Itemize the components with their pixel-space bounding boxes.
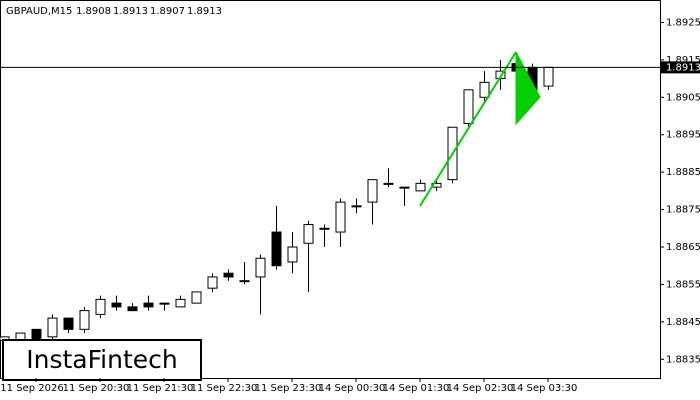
x-tick-label: 11 Sep 20:30 <box>63 383 130 394</box>
x-tick-label: 14 Sep 02:30 <box>447 383 514 394</box>
y-tick-label: 1.8865 <box>666 242 700 253</box>
y-tick-label: 1.8855 <box>666 279 700 290</box>
candle-body <box>111 302 122 308</box>
x-tick-label: 14 Sep 01:30 <box>383 383 450 394</box>
x-tick-label: 11 Sep 2026 <box>0 383 63 394</box>
plot <box>0 56 554 349</box>
y-tick-label: 1.8915 <box>666 55 700 66</box>
watermark-box <box>2 339 202 381</box>
y-tick-label: 1.8875 <box>666 205 700 216</box>
candle-body <box>31 328 42 342</box>
candle-body <box>543 66 554 87</box>
candle-body <box>63 317 74 330</box>
candle-body <box>191 291 202 304</box>
candle-body <box>399 186 410 189</box>
x-tick-label: 14 Sep 00:30 <box>319 383 386 394</box>
x-tick-label: 11 Sep 23:30 <box>255 383 322 394</box>
candle-body <box>319 227 330 230</box>
candle-body <box>287 246 298 263</box>
y-tick-label: 1.8835 <box>666 354 700 365</box>
y-tick-label: 1.8895 <box>666 130 700 141</box>
candle-body <box>207 276 218 289</box>
y-tick-label: 1.8905 <box>666 92 700 103</box>
candle-body <box>479 81 490 98</box>
header-value: 1.8907 <box>150 6 185 17</box>
candle-body <box>415 182 426 192</box>
pattern-flag <box>515 51 541 126</box>
candle-body <box>463 89 474 125</box>
candle-body <box>383 182 394 185</box>
candle-body <box>95 298 106 315</box>
candle-body <box>175 298 186 308</box>
current-price-box <box>661 61 700 74</box>
candle-body <box>143 302 154 308</box>
candle-body <box>47 317 58 338</box>
current-price-label: 1.8913 <box>666 62 700 73</box>
y-tick-label: 1.8845 <box>666 317 700 328</box>
watermark: InstaFintech <box>26 345 178 374</box>
candle-body <box>79 310 90 330</box>
candle-body <box>223 272 234 278</box>
candle-body <box>159 302 170 305</box>
pattern-pole <box>419 51 517 207</box>
x-tick-label: 14 Sep 03:30 <box>511 383 578 394</box>
header-value: 1.8908 <box>76 6 111 17</box>
y-tick-label: 1.8885 <box>666 167 700 178</box>
candle-body <box>351 205 362 208</box>
header-value: 1.8913 <box>187 6 222 17</box>
candle-body <box>255 257 266 278</box>
candle-body <box>271 231 282 267</box>
candle-body <box>239 280 250 283</box>
header-value: 1.8913 <box>113 6 148 17</box>
x-tick-label: 11 Sep 22:30 <box>191 383 258 394</box>
y-tick-label: 1.8925 <box>666 17 700 28</box>
plot-frame <box>0 0 661 379</box>
x-tick-label: 11 Sep 21:30 <box>127 383 194 394</box>
candle-body <box>335 201 346 233</box>
candle-body <box>303 224 314 244</box>
chart-title: GBPAUD,M15 <box>6 6 72 17</box>
candle-body <box>127 306 138 312</box>
candle-body <box>367 179 378 203</box>
